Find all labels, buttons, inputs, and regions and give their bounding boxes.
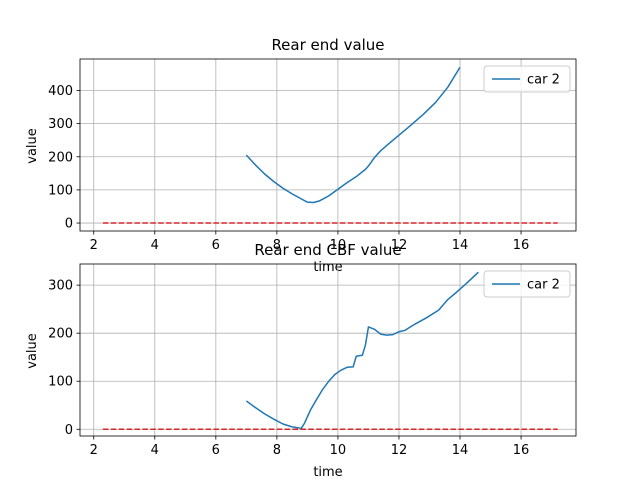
chart-title: Rear end value (271, 36, 384, 54)
legend-label: car 2 (527, 73, 560, 88)
x-tick-label: 14 (452, 443, 469, 458)
x-tick-label: 8 (273, 238, 281, 253)
x-tick-label: 4 (151, 443, 159, 458)
x-tick-label: 6 (212, 238, 220, 253)
series-line-car-2 (245, 66, 461, 204)
y-tick-label: 300 (48, 279, 73, 294)
x-tick-label: 2 (90, 238, 98, 253)
y-axis-label: value (25, 128, 40, 164)
y-tick-label: 0 (65, 423, 73, 438)
chart-title: Rear end CBF value (254, 241, 401, 259)
y-tick-label: 300 (48, 117, 73, 132)
x-tick-label: 2 (90, 443, 98, 458)
subplot-rear-end-value: Rear end value time value 2 4 6 8 10 12 14 1601… (25, 36, 577, 275)
x-tick-label: 8 (273, 443, 281, 458)
x-tick-label: 16 (513, 443, 530, 458)
legend-label: car 2 (527, 278, 560, 293)
legend: car 2 (483, 270, 571, 298)
x-tick-label: 14 (452, 238, 469, 253)
x-tick-label: 4 (151, 238, 159, 253)
x-axis-label: time (313, 465, 342, 480)
subplot-rear-end-cbf-value: Rear end CBF value time value 2 4 6 8 10 12 14… (25, 241, 577, 480)
x-tick-label: 16 (513, 238, 530, 253)
x-tick-label: 12 (391, 238, 408, 253)
y-tick-label: 200 (48, 150, 73, 165)
y-tick-label: 200 (48, 327, 73, 342)
x-tick-label: 6 (212, 443, 220, 458)
y-tick-label: 100 (48, 375, 73, 390)
legend-box (483, 65, 571, 93)
x-tick-label: 12 (391, 443, 408, 458)
series-line-car-2 (245, 271, 479, 430)
y-tick-label: 0 (65, 217, 73, 232)
x-tick-label: 10 (330, 443, 347, 458)
x-tick-label: 10 (330, 238, 347, 253)
legend: car 2 (483, 65, 571, 93)
y-tick-label: 100 (48, 183, 73, 198)
axes-frame (79, 58, 577, 232)
y-tick-label: 400 (48, 84, 73, 99)
y-axis-label: value (25, 333, 40, 369)
legend-box (483, 270, 571, 298)
axes-frame (79, 263, 577, 437)
